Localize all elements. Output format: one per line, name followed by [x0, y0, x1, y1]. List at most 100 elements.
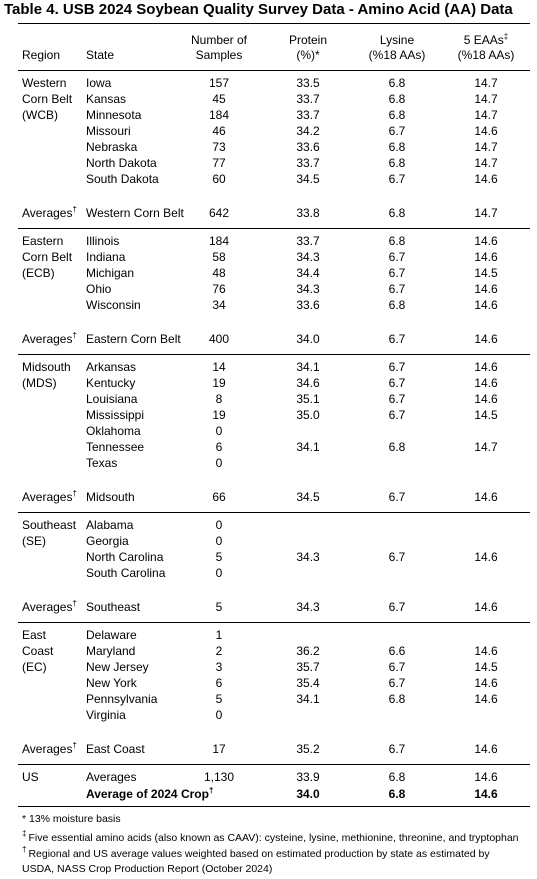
- region-name: (MDS): [22, 376, 57, 390]
- average-label: Averages†: [22, 205, 77, 221]
- cell-value: 34.3: [296, 282, 320, 296]
- cell-value: 5: [215, 550, 223, 564]
- cell-value: 5: [215, 692, 223, 706]
- us-value: 34.0: [296, 787, 320, 801]
- cell-value: 14.6: [474, 282, 498, 296]
- state-name: Texas: [86, 456, 118, 470]
- region-name: Corn Belt: [22, 250, 73, 264]
- cell-value: 14.7: [474, 140, 498, 154]
- cell-value: 33.5: [296, 76, 320, 90]
- average-label-text: Averages: [22, 490, 73, 504]
- state-name: New Jersey: [86, 660, 149, 674]
- cell-value: 14.6: [474, 234, 498, 248]
- state-name: Tennessee: [86, 440, 145, 454]
- state-name: Ohio: [86, 282, 112, 296]
- cell-value: 14.5: [474, 266, 498, 280]
- cell-value: 19: [212, 376, 226, 390]
- header-eaa: (%18 AAs): [457, 48, 515, 62]
- cell-value: 6.8: [388, 140, 406, 154]
- cell-value: 14.7: [474, 76, 498, 90]
- rule: [18, 354, 530, 355]
- header-lysine: (%18 AAs): [368, 48, 426, 62]
- cell-value: 0: [215, 708, 223, 722]
- average-label: Averages†: [22, 741, 77, 757]
- cell-value: 0: [215, 566, 223, 580]
- average-value: 5: [215, 600, 223, 614]
- cell-value: 14.7: [474, 440, 498, 454]
- region-name: (SE): [22, 534, 46, 548]
- cell-value: 6: [215, 676, 223, 690]
- average-value: 6.8: [388, 206, 406, 220]
- cell-value: 33.7: [296, 108, 320, 122]
- cell-value: 48: [212, 266, 226, 280]
- footnote-mark: †: [22, 845, 27, 854]
- cell-value: 6.8: [388, 692, 406, 706]
- cell-value: 6.7: [388, 172, 406, 186]
- cell-value: 34.4: [296, 266, 320, 280]
- cell-value: 34.3: [296, 250, 320, 264]
- average-label: Averages†: [22, 489, 77, 505]
- state-name: South Carolina: [86, 566, 166, 580]
- cell-value: 14.6: [474, 360, 498, 374]
- cell-value: 34.1: [296, 360, 320, 374]
- us-region: US: [22, 770, 39, 784]
- average-name: Western Corn Belt: [86, 206, 184, 220]
- average-label-mark: †: [72, 331, 77, 340]
- cell-value: 34.5: [296, 172, 320, 186]
- cell-value: 14.6: [474, 124, 498, 138]
- state-name: New York: [86, 676, 137, 690]
- us-label-mark: †: [208, 786, 214, 795]
- cell-value: 6.8: [388, 108, 406, 122]
- average-value: 33.8: [296, 206, 320, 220]
- cell-value: 6.7: [388, 376, 406, 390]
- cell-value: 6: [215, 440, 223, 454]
- us-value: 6.8: [388, 770, 406, 784]
- average-value: 14.6: [474, 332, 498, 346]
- cell-value: 33.7: [296, 92, 320, 106]
- state-name: North Carolina: [86, 550, 164, 564]
- us-value: 6.8: [388, 787, 406, 801]
- cell-value: 6.7: [388, 392, 406, 406]
- state-name: Missouri: [86, 124, 131, 138]
- state-name: South Dakota: [86, 172, 159, 186]
- cell-value: 6.7: [388, 360, 406, 374]
- us-value: 33.9: [296, 770, 320, 784]
- cell-value: 34.3: [296, 550, 320, 564]
- footnote: ‡ Five essential amino acids (also known …: [22, 830, 519, 846]
- footnote-text: USDA, NASS Crop Production Report (Octob…: [22, 863, 273, 875]
- region-name: East: [22, 628, 47, 642]
- average-value: 6.7: [388, 332, 406, 346]
- cell-value: 6.7: [388, 266, 406, 280]
- cell-value: 73: [212, 140, 226, 154]
- average-value: 14.6: [474, 490, 498, 504]
- average-name: Midsouth: [86, 490, 135, 504]
- cell-value: 34.1: [296, 440, 320, 454]
- average-value: 35.2: [296, 742, 320, 756]
- us-label-text: Averages: [86, 770, 137, 784]
- state-name: Illinois: [86, 234, 120, 248]
- cell-value: 14.6: [474, 250, 498, 264]
- region-name: (ECB): [22, 266, 55, 280]
- cell-value: 46: [212, 124, 226, 138]
- state-name: Delaware: [86, 628, 137, 642]
- rule: [18, 764, 530, 765]
- cell-value: 14.6: [474, 376, 498, 390]
- cell-value: 14.6: [474, 550, 498, 564]
- cell-value: 34.1: [296, 692, 320, 706]
- footnote: * 13% moisture basis: [22, 813, 121, 825]
- average-label-text: Averages: [22, 742, 73, 756]
- cell-value: 0: [215, 518, 223, 532]
- state-name: Louisiana: [86, 392, 138, 406]
- state-name: Michigan: [86, 266, 135, 280]
- average-value: 6.7: [388, 490, 406, 504]
- cell-value: 77: [212, 156, 226, 170]
- cell-value: 45: [212, 92, 226, 106]
- average-value: 400: [208, 332, 230, 346]
- rule: [18, 70, 530, 71]
- average-value: 34.3: [296, 600, 320, 614]
- average-value: 66: [212, 490, 226, 504]
- cell-value: 0: [215, 534, 223, 548]
- cell-value: 6.8: [388, 76, 406, 90]
- average-value: 34.0: [296, 332, 320, 346]
